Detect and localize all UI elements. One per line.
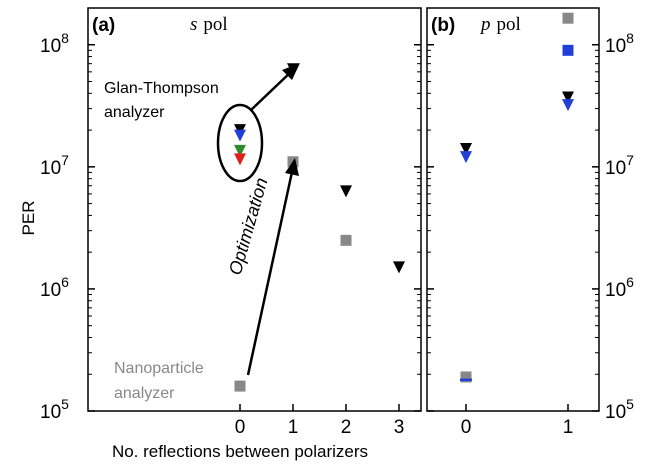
data-point-square <box>234 380 246 392</box>
optimization-label: Optimization <box>225 176 272 278</box>
panel-b-letter: (b) <box>431 15 455 36</box>
data-point-triangle <box>234 144 246 157</box>
data-point-triangle <box>234 153 246 166</box>
panel-b-pol-label: p pol <box>479 14 521 35</box>
x-tick-label: 0 <box>235 417 246 438</box>
panel-b-frame <box>426 7 600 412</box>
optimization-arrow <box>246 171 294 376</box>
glan-thompson-ellipse <box>216 103 264 183</box>
y-tick-label: 105 <box>40 396 69 423</box>
data-point-triangle <box>393 261 405 274</box>
x-tick-label: 3 <box>394 417 405 438</box>
data-point-triangle <box>460 151 472 164</box>
data-point-square <box>562 44 574 56</box>
data-point-triangle <box>562 99 574 112</box>
glan-thompson-arrowhead <box>282 63 300 80</box>
y-tick-label: 107 <box>40 152 69 179</box>
data-point-square <box>562 12 574 24</box>
y-tick-label: 106 <box>40 274 69 301</box>
panel-a-letter: (a) <box>92 15 115 36</box>
optimization-arrowhead <box>285 158 299 176</box>
y-tick-label: 105 <box>605 396 634 423</box>
panel-a-pol-label: s pol <box>190 14 228 35</box>
glan-thompson-arrow <box>250 69 294 111</box>
glan-thompson-label-line2: analyzer <box>104 104 165 121</box>
data-point-square <box>460 371 472 383</box>
data-point-triangle <box>234 129 246 142</box>
x-tick-label: 1 <box>563 417 574 438</box>
y-tick-label: 108 <box>40 30 69 57</box>
panel-a-ticks: 105 106 107 108 0 1 2 3 <box>40 7 421 438</box>
y-tick-label: 107 <box>605 152 634 179</box>
y-tick-label: 108 <box>605 30 634 57</box>
data-point-triangle <box>562 91 574 104</box>
glan-thompson-label-line1: Glan-Thompson <box>104 80 219 97</box>
x-tick-label: 0 <box>461 417 472 438</box>
x-tick-label: 1 <box>288 417 299 438</box>
data-point-square <box>340 234 352 246</box>
x-axis-label: No. reflections between polarizers <box>112 442 368 461</box>
y-axis-label: PER <box>19 201 38 236</box>
data-point-triangle <box>460 142 472 155</box>
nanoparticle-label-line2: analyzer <box>114 385 175 402</box>
data-point-triangle <box>340 185 352 198</box>
panel-a-frame <box>87 7 422 412</box>
nanoparticle-label-line1: Nanoparticle <box>114 360 204 377</box>
y-tick-label: 106 <box>605 274 634 301</box>
panel-b-ticks: 105 106 107 108 0 1 <box>427 7 634 438</box>
x-tick-label: 2 <box>341 417 352 438</box>
